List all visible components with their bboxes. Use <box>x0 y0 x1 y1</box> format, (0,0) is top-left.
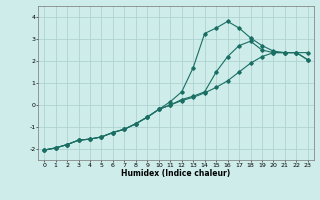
X-axis label: Humidex (Indice chaleur): Humidex (Indice chaleur) <box>121 169 231 178</box>
